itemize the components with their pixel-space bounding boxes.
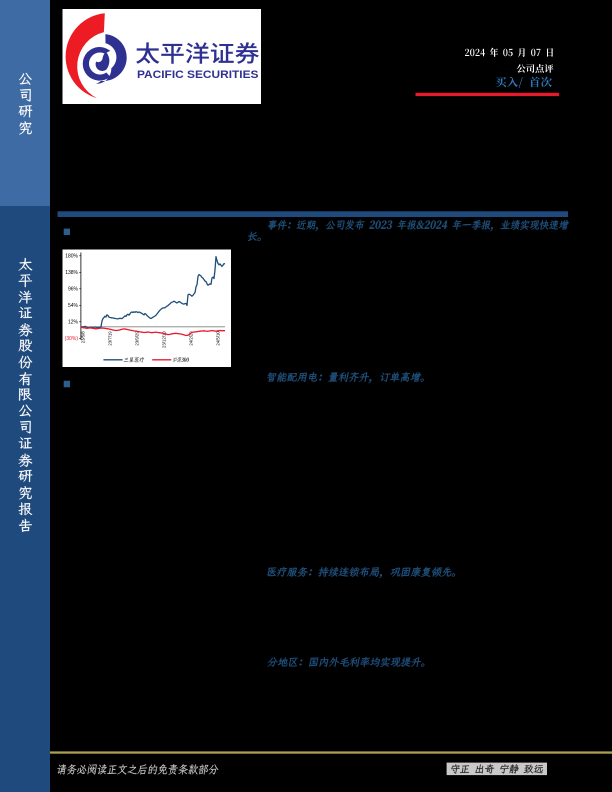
svg-text:12%: 12% [68,320,79,326]
svg-text:23/5/8: 23/5/8 [81,331,86,344]
svg-text:PACIFIC SECURITIES: PACIFIC SECURITIES [137,69,259,81]
svg-text:24/5/10: 24/5/10 [216,331,221,346]
svg-text:180%: 180% [65,254,78,260]
svg-text:(30%): (30%) [65,336,79,342]
svg-text:23/12/10: 23/12/10 [162,331,167,348]
svg-text:23/9/29: 23/9/29 [135,331,140,346]
svg-text:23/7/19: 23/7/19 [108,331,113,346]
svg-text:96%: 96% [68,287,79,293]
svg-text:24/2/29: 24/2/29 [189,331,194,346]
svg-text:54%: 54% [68,303,79,309]
svg-text:138%: 138% [65,270,78,276]
